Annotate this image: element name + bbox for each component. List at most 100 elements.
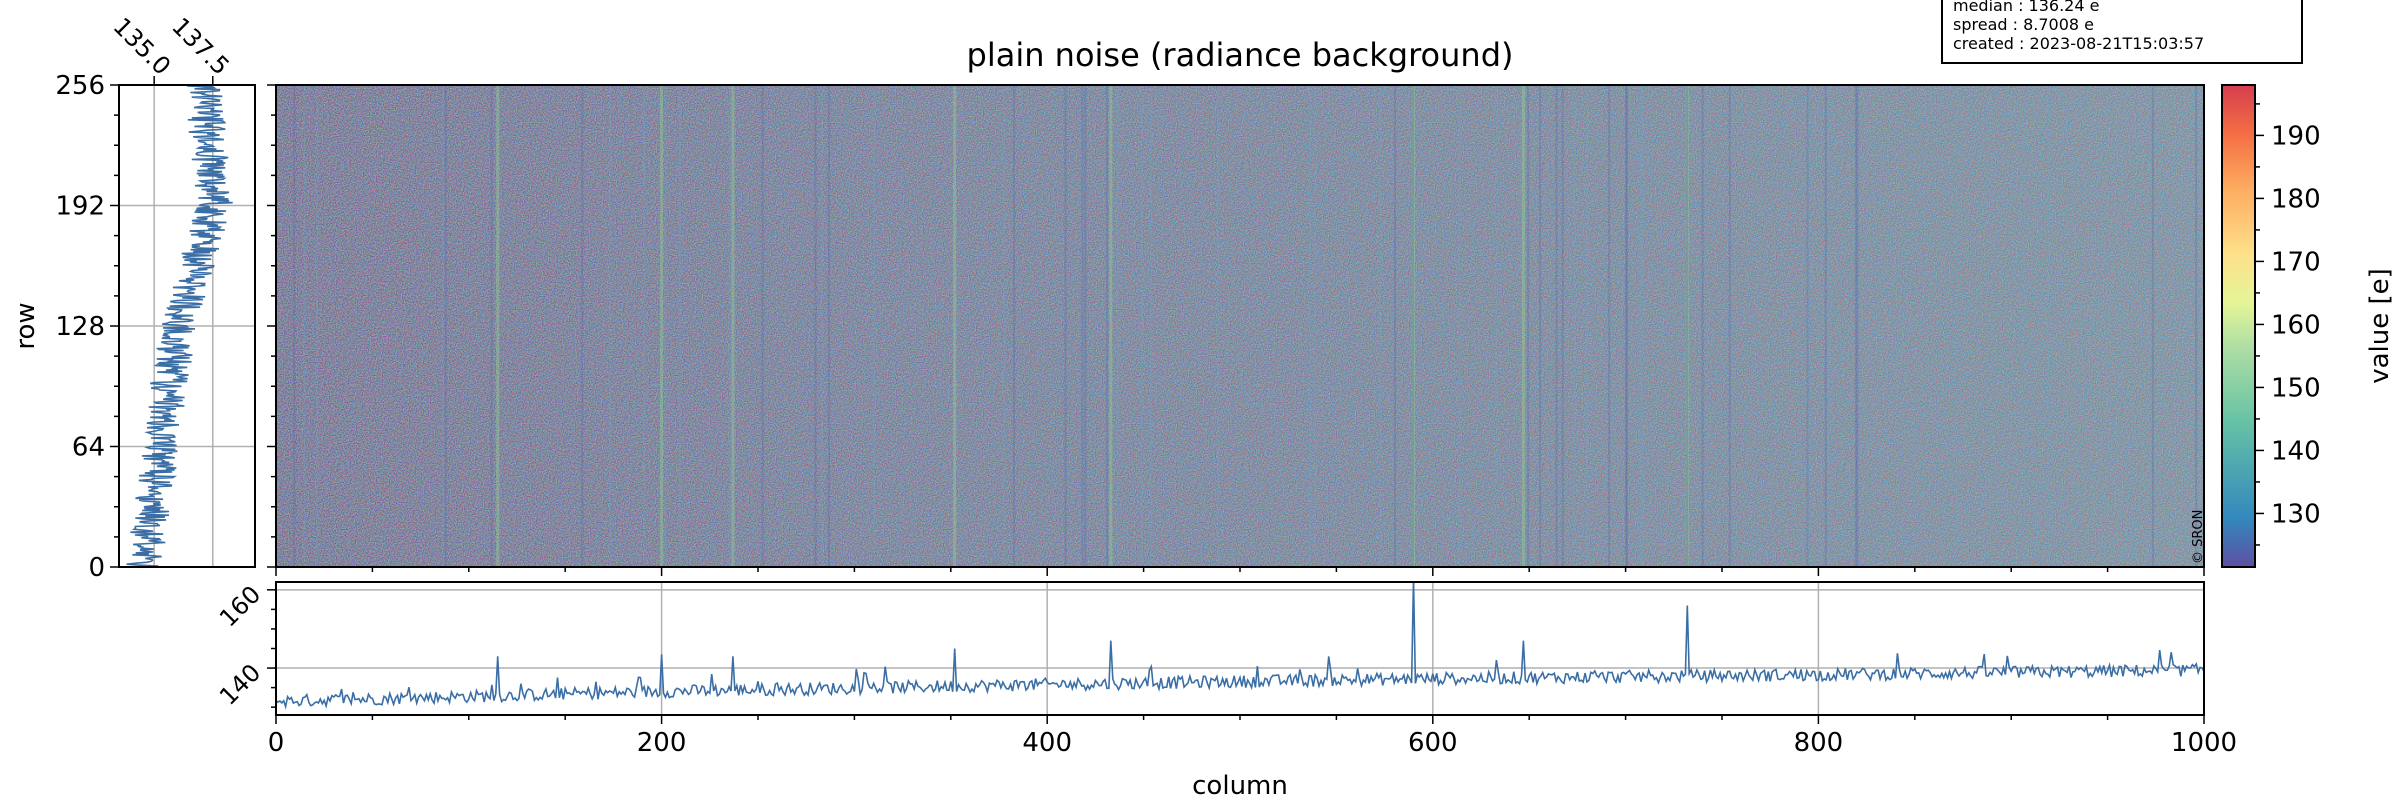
noise-image — [276, 85, 2204, 567]
credit-text: © SRON — [2191, 510, 2206, 564]
col-x-tick-label-1: 200 — [637, 728, 687, 758]
column-profile-x-ticks: 0 200 400 600 800 1000 — [268, 715, 2237, 758]
faint-stripe-50 — [1379, 85, 1381, 567]
faint-stripe-4 — [1640, 85, 1642, 567]
row-y-tick-label-3: 192 — [55, 192, 105, 222]
row-y-tick-label-4: 256 — [55, 71, 105, 101]
faint-stripe-26 — [1625, 85, 1627, 567]
col-x-tick-label-2: 400 — [1022, 728, 1072, 758]
faint-stripe-8 — [679, 85, 681, 567]
faint-stripe-19 — [1729, 85, 1731, 567]
col-x-tick-label-0: 0 — [268, 728, 285, 758]
faint-stripe-10 — [491, 85, 493, 567]
column-profile-frame — [276, 582, 2204, 715]
faint-stripe-40 — [1217, 85, 1219, 567]
col-x-tick-label-5: 1000 — [2171, 728, 2237, 758]
row-profile-y-ticks: 0 64 128 192 256 — [55, 71, 119, 583]
chart-title: plain noise (radiance background) — [967, 36, 1514, 74]
faint-stripe-48 — [643, 85, 645, 567]
faint-stripe-18 — [2152, 85, 2154, 567]
bright-column-stripe-2 — [731, 85, 734, 567]
faint-stripe-52 — [445, 85, 447, 567]
row-y-tick-label-1: 64 — [72, 433, 105, 463]
faint-stripe-57 — [293, 85, 295, 567]
col-x-tick-label-4: 800 — [1794, 728, 1844, 758]
colorbar-tick-label-6: 190 — [2271, 121, 2321, 151]
colorbar-tick-label-4: 170 — [2271, 247, 2321, 277]
faint-stripe-45 — [1827, 85, 1829, 567]
faint-stripe-12 — [815, 85, 817, 567]
col-y-tick-label-0: 140 — [214, 659, 266, 711]
faint-stripe-42 — [2023, 85, 2025, 567]
faint-stripe-11 — [1686, 85, 1688, 567]
faint-stripe-5 — [1702, 85, 1704, 567]
image-y-ticks — [267, 85, 276, 567]
faint-stripe-21 — [1855, 85, 1857, 567]
faint-stripe-29 — [1106, 85, 1108, 567]
faint-stripe-43 — [303, 85, 305, 567]
colorbar-tick-label-0: 130 — [2271, 499, 2321, 529]
col-y-tick-label-1: 160 — [214, 580, 266, 632]
colorbar-ticks: 130 140 150 160 170 180 190 — [2255, 104, 2321, 545]
faint-stripe-1 — [1495, 85, 1497, 567]
row-axis-label: row — [11, 302, 41, 349]
info-created: created : 2023-08-21T15:03:57 — [1953, 34, 2291, 53]
bright-column-stripe-3 — [953, 85, 956, 567]
faint-stripe-32 — [828, 85, 830, 567]
faint-stripe-14 — [1084, 85, 1086, 567]
faint-stripe-9 — [1956, 85, 1958, 567]
colorbar-tick-label-2: 150 — [2271, 373, 2321, 403]
bright-column-stripe-0 — [496, 85, 499, 567]
row-x-tick-label-1: 137.5 — [166, 12, 234, 80]
row-y-tick-label-0: 0 — [88, 553, 105, 583]
image-x-ticks — [276, 567, 2204, 576]
faint-stripe-54 — [873, 85, 875, 567]
faint-stripe-39 — [1556, 85, 1558, 567]
faint-stripe-44 — [1527, 85, 1529, 567]
faint-stripe-3 — [609, 85, 611, 567]
faint-stripe-35 — [1314, 85, 1316, 567]
info-median: median : 136.24 e — [1953, 0, 2291, 15]
faint-stripe-16 — [581, 85, 583, 567]
column-profile-y-ticks: 140 160 — [214, 580, 276, 710]
bright-column-stripe-1 — [660, 85, 663, 567]
faint-stripe-34 — [1825, 85, 1827, 567]
column-axis-label: column — [1192, 771, 1288, 801]
faint-stripe-51 — [442, 85, 444, 567]
faint-stripe-38 — [1141, 85, 1143, 567]
colorbar-tick-label-3: 160 — [2271, 310, 2321, 340]
faint-stripe-53 — [1150, 85, 1152, 567]
faint-stripe-56 — [1064, 85, 1066, 567]
colorbar-gradient — [2222, 85, 2255, 567]
image-panel — [267, 85, 2204, 576]
faint-stripe-46 — [821, 85, 823, 567]
faint-stripe-58 — [1642, 85, 1644, 567]
faint-stripe-36 — [1458, 85, 1460, 567]
faint-stripe-27 — [1013, 85, 1015, 567]
bright-column-stripe-4 — [1109, 85, 1112, 567]
faint-stripe-7 — [1394, 85, 1396, 567]
row-x-tick-label-0: 135.0 — [108, 12, 176, 80]
faint-stripe-33 — [1082, 85, 1084, 567]
credit-label: © SRON — [2184, 492, 2210, 566]
colorbar-label: value [e] — [2365, 268, 2395, 384]
faint-stripe-24 — [1412, 85, 1414, 567]
faint-stripe-2 — [1586, 85, 1588, 567]
faint-stripe-0 — [1539, 85, 1541, 567]
row-y-tick-label-2: 128 — [55, 312, 105, 342]
col-x-tick-label-3: 600 — [1408, 728, 1458, 758]
faint-stripe-17 — [1003, 85, 1005, 567]
colorbar: 130 140 150 160 170 180 190 value [e] — [2222, 85, 2395, 567]
faint-stripe-55 — [729, 85, 731, 567]
colorbar-tick-label-5: 180 — [2271, 184, 2321, 214]
column-profile-panel: 0 200 400 600 800 1000 140 160 column — [214, 578, 2237, 801]
faint-stripe-30 — [762, 85, 764, 567]
faint-stripe-41 — [665, 85, 667, 567]
bright-column-stripe-6 — [1522, 85, 1525, 567]
colorbar-tick-label-1: 140 — [2271, 436, 2321, 466]
faint-stripe-37 — [316, 85, 318, 567]
faint-stripe-59 — [1807, 85, 1809, 567]
